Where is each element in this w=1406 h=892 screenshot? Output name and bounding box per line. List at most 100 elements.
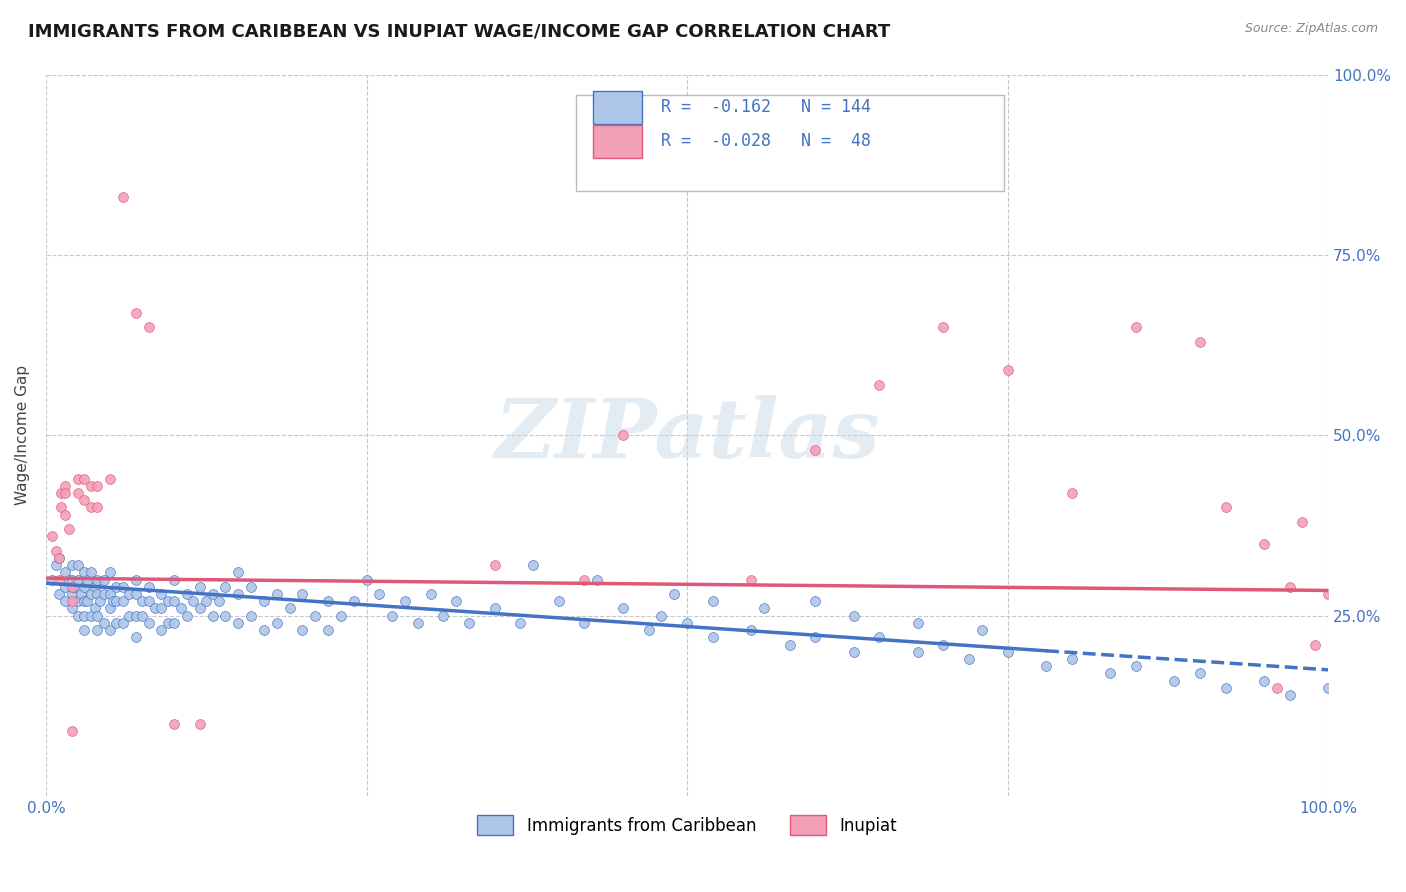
Point bbox=[118, 587, 141, 601]
Point bbox=[86, 479, 108, 493]
Point bbox=[932, 638, 955, 652]
Point bbox=[932, 320, 955, 334]
Point bbox=[1188, 334, 1211, 349]
Point bbox=[125, 573, 148, 587]
Point bbox=[80, 587, 103, 601]
Point bbox=[1125, 659, 1147, 673]
Point bbox=[98, 566, 121, 580]
Point bbox=[907, 645, 929, 659]
Point bbox=[131, 594, 153, 608]
Point bbox=[93, 615, 115, 630]
Point bbox=[66, 558, 89, 573]
Point bbox=[201, 608, 224, 623]
Point bbox=[60, 558, 83, 573]
Point bbox=[48, 551, 70, 566]
Point bbox=[53, 594, 76, 608]
Point bbox=[138, 580, 160, 594]
Point bbox=[1278, 580, 1301, 594]
Point bbox=[637, 623, 659, 637]
Point bbox=[66, 486, 89, 500]
Point bbox=[138, 594, 160, 608]
Point bbox=[98, 623, 121, 637]
Point bbox=[73, 493, 96, 508]
Point bbox=[240, 580, 263, 594]
Point bbox=[484, 601, 506, 615]
Point bbox=[125, 587, 148, 601]
Point bbox=[842, 645, 865, 659]
Point bbox=[48, 551, 70, 566]
Point bbox=[226, 566, 249, 580]
Point bbox=[41, 529, 63, 543]
Point bbox=[73, 594, 96, 608]
Point bbox=[93, 587, 115, 601]
Point bbox=[150, 587, 173, 601]
Point bbox=[93, 573, 115, 587]
Point bbox=[970, 623, 993, 637]
Point bbox=[98, 472, 121, 486]
Point bbox=[1099, 666, 1122, 681]
Point bbox=[356, 573, 378, 587]
Point bbox=[522, 558, 544, 573]
Point bbox=[676, 615, 699, 630]
Point bbox=[842, 608, 865, 623]
Point bbox=[368, 587, 391, 601]
Point bbox=[740, 573, 762, 587]
Point bbox=[446, 594, 468, 608]
Point bbox=[76, 594, 98, 608]
Point bbox=[118, 608, 141, 623]
Point bbox=[143, 601, 166, 615]
Point bbox=[304, 608, 326, 623]
Point bbox=[80, 566, 103, 580]
Point bbox=[278, 601, 301, 615]
Point bbox=[60, 594, 83, 608]
Point bbox=[779, 638, 801, 652]
Point bbox=[291, 587, 314, 601]
Point bbox=[125, 631, 148, 645]
Point bbox=[432, 608, 454, 623]
Point bbox=[484, 558, 506, 573]
Point bbox=[226, 587, 249, 601]
Point bbox=[105, 615, 128, 630]
Point bbox=[316, 594, 339, 608]
Point bbox=[208, 594, 231, 608]
Point bbox=[169, 601, 191, 615]
Point bbox=[86, 623, 108, 637]
Point bbox=[394, 594, 416, 608]
Point bbox=[73, 580, 96, 594]
Legend: Immigrants from Caribbean, Inupiat: Immigrants from Caribbean, Inupiat bbox=[477, 815, 897, 835]
FancyBboxPatch shape bbox=[593, 125, 643, 158]
Point bbox=[111, 580, 134, 594]
Point bbox=[574, 573, 596, 587]
Point bbox=[80, 479, 103, 493]
Point bbox=[201, 587, 224, 601]
Point bbox=[702, 631, 724, 645]
Point bbox=[89, 594, 111, 608]
Point bbox=[868, 631, 890, 645]
Point bbox=[574, 615, 596, 630]
Point bbox=[76, 573, 98, 587]
Point bbox=[58, 522, 80, 536]
Point bbox=[138, 320, 160, 334]
Point bbox=[1291, 515, 1313, 529]
Point bbox=[66, 573, 89, 587]
FancyBboxPatch shape bbox=[575, 95, 1004, 192]
Point bbox=[1253, 673, 1275, 688]
Point bbox=[419, 587, 441, 601]
Point bbox=[48, 573, 70, 587]
Text: R =  -0.162   N = 144: R = -0.162 N = 144 bbox=[661, 98, 872, 116]
Point bbox=[1215, 500, 1237, 515]
Point bbox=[60, 580, 83, 594]
Point bbox=[740, 623, 762, 637]
Point bbox=[1125, 320, 1147, 334]
Point bbox=[188, 580, 211, 594]
Point bbox=[702, 594, 724, 608]
Text: ZIPatlas: ZIPatlas bbox=[495, 395, 880, 475]
Point bbox=[150, 601, 173, 615]
Point bbox=[53, 566, 76, 580]
Point bbox=[125, 608, 148, 623]
Point bbox=[188, 717, 211, 731]
Point bbox=[406, 615, 429, 630]
Point bbox=[53, 486, 76, 500]
Point bbox=[60, 573, 83, 587]
Point bbox=[266, 615, 288, 630]
